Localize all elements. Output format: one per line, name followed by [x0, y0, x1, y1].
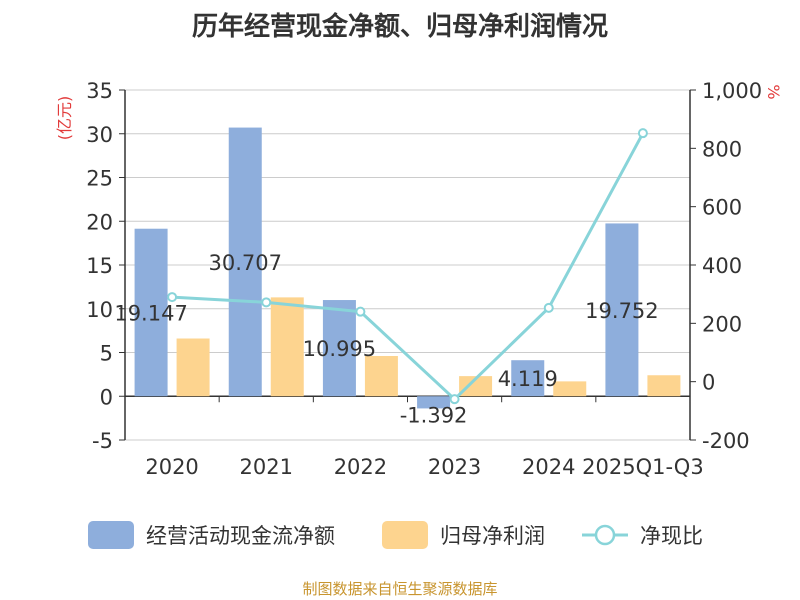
- bar-data-label: 30.707: [209, 251, 282, 275]
- y-left-tick-label: 5: [100, 342, 113, 366]
- y-left-tick-label: 15: [86, 254, 113, 278]
- legend-ratio-label: 净现比: [640, 524, 703, 548]
- bar-netprofit: [647, 375, 681, 397]
- y-right-tick-label: 400: [702, 254, 742, 278]
- y-right-axis-label: %: [764, 84, 783, 99]
- legend-cashflow-swatch: [88, 521, 134, 549]
- legend-cashflow-label: 经营活动现金流净额: [146, 524, 335, 548]
- legend-netprofit-swatch: [382, 521, 428, 549]
- y-right-tick-label: 800: [702, 137, 742, 161]
- y-left-tick-label: 20: [86, 210, 113, 234]
- y-left-tick-label: 35: [86, 79, 113, 103]
- line-point: [167, 292, 178, 303]
- bar-netprofit: [459, 376, 493, 397]
- y-right-tick-label: -200: [702, 429, 750, 453]
- x-tick-label: 2023: [428, 455, 481, 479]
- y-left-tick-label: 0: [100, 385, 113, 409]
- line-point: [355, 306, 366, 317]
- bar-netprofit: [364, 356, 398, 397]
- legend-netprofit-label: 归母净利润: [440, 524, 545, 548]
- bar-netprofit: [176, 338, 210, 397]
- bar-netprofit: [553, 381, 587, 397]
- y-right-tick-label: 0: [702, 371, 715, 395]
- chart-title: 历年经营现金净额、归母净利润情况: [191, 12, 608, 42]
- x-tick-label: 2020: [145, 455, 198, 479]
- y-right-tick-label: 200: [702, 312, 742, 336]
- x-tick-label: 2021: [240, 455, 293, 479]
- line-point: [261, 297, 272, 308]
- x-tick-label: 2025Q1-Q3: [582, 455, 704, 479]
- bar-data-label: -1.392: [400, 403, 468, 427]
- line-point: [543, 302, 554, 313]
- y-left-tick-label: 10: [86, 298, 113, 322]
- line-point: [637, 128, 648, 139]
- bar-cashflow: [134, 228, 168, 397]
- y-left-tick-label: -5: [92, 429, 113, 453]
- y-left-tick-label: 25: [86, 167, 113, 191]
- x-tick-label: 2022: [334, 455, 387, 479]
- y-right-tick-label: 600: [702, 196, 742, 220]
- bar-netprofit: [270, 297, 304, 397]
- line-ratio: [171, 132, 645, 402]
- source-note: 制图数据来自恒生聚源数据库: [302, 580, 498, 598]
- y-left-axis-label: (亿元): [55, 96, 74, 141]
- legend-ratio-swatch-marker: [594, 524, 616, 546]
- bar-cashflow: [605, 223, 639, 397]
- y-right-tick-label: 1,000: [702, 79, 762, 103]
- bar-cashflow: [511, 360, 545, 397]
- bar-data-label: 4.119: [498, 367, 558, 391]
- bar-data-label: 19.147: [114, 301, 187, 325]
- bar-cashflow: [228, 127, 262, 397]
- bar-cashflow: [417, 396, 451, 409]
- x-tick-label: 2024: [522, 455, 575, 479]
- line-point: [449, 394, 460, 405]
- bar-data-label: 10.995: [303, 337, 376, 361]
- bar-data-label: 19.752: [585, 299, 658, 323]
- bar-cashflow: [322, 300, 356, 397]
- y-left-tick-label: 30: [86, 123, 113, 147]
